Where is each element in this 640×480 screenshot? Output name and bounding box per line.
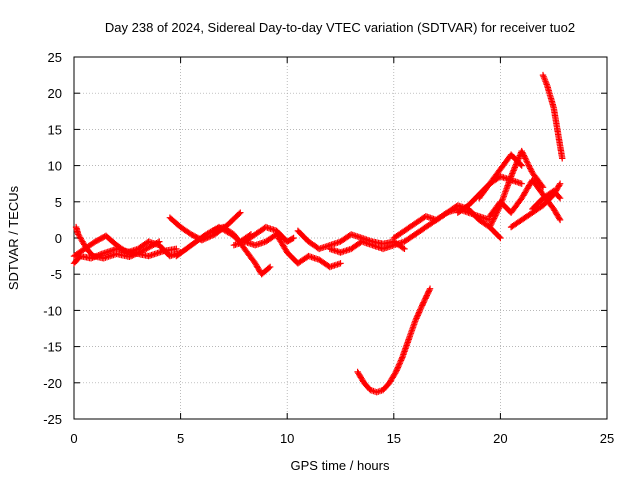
- series-track-19: [539, 71, 566, 162]
- series-markers: [529, 187, 564, 213]
- series-track-16: [486, 176, 564, 224]
- x-tick-label: 15: [387, 431, 401, 446]
- series-track-14: [486, 147, 547, 231]
- y-tick-label: 25: [48, 50, 62, 65]
- y-tick-label: 15: [48, 122, 62, 137]
- y-tick-label: -5: [50, 267, 62, 282]
- series-markers: [354, 285, 434, 396]
- series-track-18: [529, 187, 564, 213]
- y-tick-label: 20: [48, 86, 62, 101]
- y-tick-label: -20: [43, 376, 62, 391]
- y-tick-label: -15: [43, 340, 62, 355]
- y-tick-label: 10: [48, 159, 62, 174]
- series-layer: [70, 71, 566, 396]
- chart-title: Day 238 of 2024, Sidereal Day-to-day VTE…: [105, 20, 575, 35]
- series-markers: [507, 180, 564, 231]
- series-markers: [230, 223, 297, 249]
- y-tick-label: 5: [55, 195, 62, 210]
- series-markers: [326, 231, 419, 256]
- series-markers: [475, 173, 525, 202]
- series-markers: [241, 231, 344, 271]
- series-track-8: [241, 231, 344, 271]
- y-tick-label: -25: [43, 412, 62, 427]
- x-tick-label: 20: [493, 431, 507, 446]
- series-markers: [166, 209, 244, 244]
- series-track-15: [475, 173, 525, 202]
- series-markers: [390, 205, 493, 242]
- series-track-3: [72, 223, 163, 262]
- y-tick-label: 0: [55, 231, 62, 246]
- tick-layer: 0 5 10 15 20 25 -25 -20 -15 -10 -5 0 5 10 15 20 25: [43, 50, 614, 446]
- x-axis-label: GPS time / hours: [291, 458, 390, 473]
- x-tick-label: 0: [70, 431, 77, 446]
- series-markers: [294, 227, 408, 253]
- series-track-10: [326, 231, 419, 256]
- series-track-5: [166, 209, 244, 244]
- series-markers: [539, 71, 566, 162]
- y-axis-label: SDTVAR / TECUs: [6, 185, 21, 290]
- y-tick-label: -10: [43, 303, 62, 318]
- series-line: [212, 226, 271, 276]
- series-markers: [72, 223, 163, 262]
- series-track-9: [294, 227, 408, 253]
- x-tick-label: 10: [280, 431, 294, 446]
- grid-layer: [74, 57, 607, 419]
- series-track-11: [390, 205, 493, 242]
- x-tick-label: 25: [600, 431, 614, 446]
- x-tick-label: 5: [177, 431, 184, 446]
- series-track-6: [209, 223, 274, 278]
- series-track-20: [354, 285, 434, 396]
